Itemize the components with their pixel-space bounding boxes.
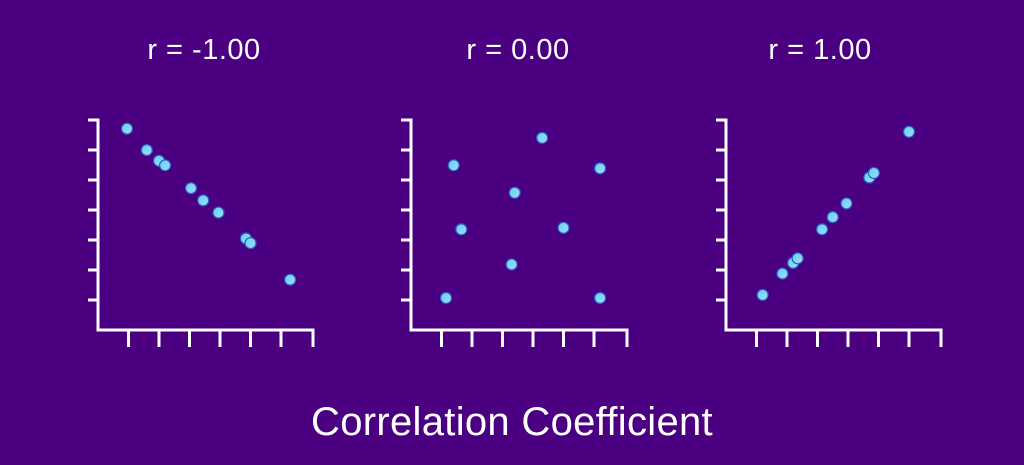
data-point (776, 267, 789, 280)
data-point (140, 143, 153, 157)
figure-title: Correlation Coefficient (311, 400, 713, 444)
data-point (791, 252, 804, 265)
data-point (212, 206, 225, 219)
data-point (815, 223, 829, 236)
data-point (593, 162, 607, 175)
data-point (447, 159, 460, 172)
data-point (902, 125, 916, 138)
data-point (197, 194, 210, 207)
data-point (867, 166, 881, 180)
chart-title-negative: r = -1.00 (147, 34, 261, 66)
data-point (840, 197, 853, 210)
data-point (557, 221, 570, 234)
data-point (505, 258, 518, 271)
data-point (159, 159, 172, 172)
data-point (756, 288, 769, 302)
data-point (120, 122, 134, 135)
chart-title-positive: r = 1.00 (768, 34, 872, 66)
data-point (284, 273, 297, 286)
scatter-plot-negative (88, 118, 315, 347)
data-point (508, 186, 521, 199)
data-point (826, 211, 839, 224)
data-point (536, 131, 549, 144)
chart-title-zero: r = 0.00 (466, 34, 570, 66)
data-point (184, 182, 198, 195)
data-point (439, 291, 453, 305)
data-point (455, 223, 468, 236)
scatter-plot-positive (716, 118, 943, 347)
data-point (244, 236, 257, 250)
data-point (593, 291, 607, 305)
scatter-plot-zero (401, 118, 629, 347)
